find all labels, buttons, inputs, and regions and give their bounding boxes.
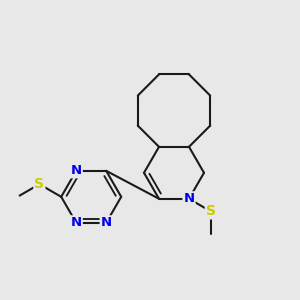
Text: S: S [206, 204, 216, 218]
Text: N: N [70, 164, 82, 177]
Text: N: N [183, 192, 195, 205]
Text: N: N [100, 216, 112, 229]
Text: N: N [70, 216, 82, 229]
Text: S: S [34, 177, 44, 191]
